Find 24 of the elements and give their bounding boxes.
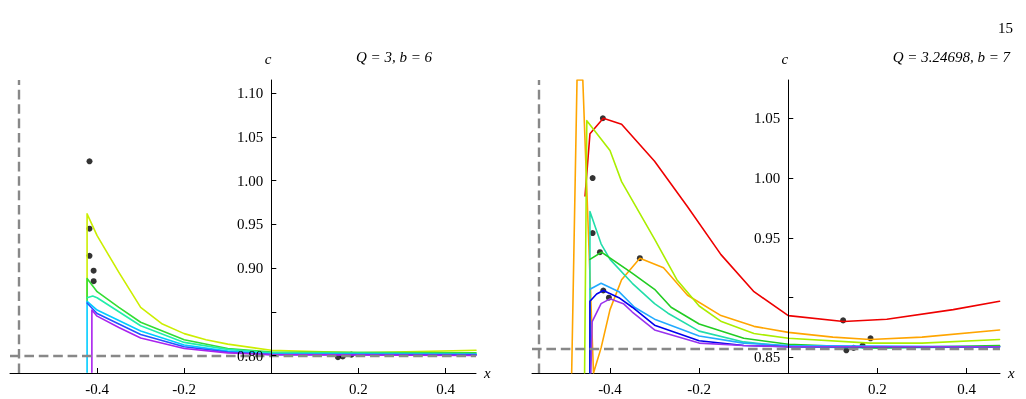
- x-axis-title: x: [1007, 365, 1015, 381]
- y-tick-label: 0.90: [237, 260, 264, 277]
- y-tick-label: 0.85: [754, 349, 781, 366]
- y-tick-label: 1.00: [237, 172, 264, 189]
- x-tick-label: -0.4: [598, 380, 623, 397]
- y-tick-label: 0.95: [237, 216, 264, 233]
- x-tick-label: -0.2: [172, 380, 197, 397]
- chart-title: Q = 3.24698, b = 7: [892, 48, 1012, 65]
- y-axis-title: c: [781, 50, 789, 67]
- x-tick-label: -0.4: [85, 380, 110, 397]
- x-tick-label: 0.4: [957, 380, 977, 397]
- x-tick-label: -0.2: [687, 380, 712, 397]
- x-axis-title: x: [483, 365, 491, 381]
- y-tick-label: 1.10: [237, 85, 264, 102]
- x-tick-label: 0.2: [349, 380, 368, 397]
- y-axis-title: c: [264, 50, 272, 67]
- y-tick-label: 1.05: [237, 128, 264, 145]
- text: 15: [998, 19, 1013, 36]
- x-tick-label: 0.2: [868, 380, 887, 397]
- x-tick-label: 0.4: [436, 380, 456, 397]
- y-tick-label: 1.05: [754, 110, 781, 127]
- y-tick-label: 1.00: [754, 170, 781, 187]
- chart-title: Q = 3, b = 6: [355, 48, 433, 65]
- y-tick-label: 0.95: [754, 229, 781, 246]
